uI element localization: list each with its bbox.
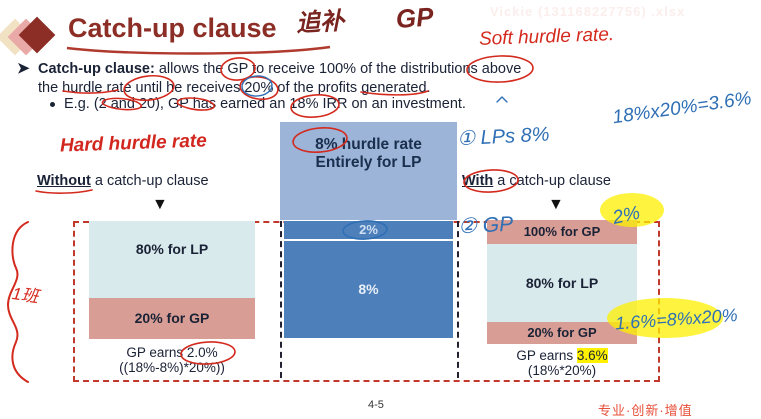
- svg-text:GP: GP: [395, 1, 435, 34]
- svg-text:① LPs 8%: ① LPs 8%: [457, 123, 550, 150]
- svg-text:18%x20%=3.6%: 18%x20%=3.6%: [611, 88, 753, 128]
- svg-text:1班: 1班: [11, 284, 43, 307]
- svg-text:Soft hurdle rate.: Soft hurdle rate.: [479, 24, 615, 50]
- svg-text:追补: 追补: [295, 8, 346, 38]
- svg-text:② GP: ② GP: [458, 213, 514, 239]
